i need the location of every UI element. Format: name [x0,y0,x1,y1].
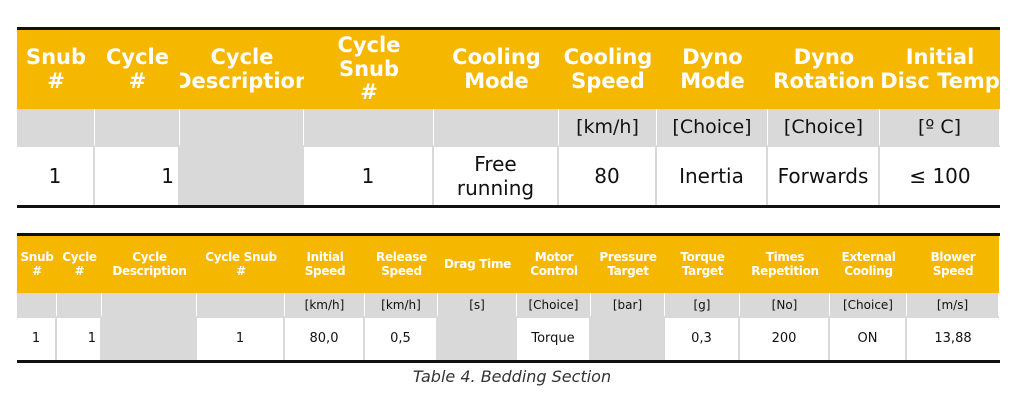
value-motor-control: Torque [517,316,591,360]
header-release-speed: Release Speed [365,236,438,293]
header-snub: Snub # [17,236,57,293]
value-cycle-description [180,145,304,205]
value-times-repetition: 200 [740,316,830,360]
header-initial-speed: Initial Speed [285,236,365,293]
header-external-cooling: External Cooling [830,236,907,293]
value-cooling-speed: 80 [559,145,657,205]
unit-cycle-description [180,109,304,145]
unit-pressure-target: [bar] [591,293,665,316]
unit-times-repetition: [No] [740,293,830,316]
unit-cycle-snub [304,109,434,145]
header-times-repetition: Times Repetition [740,236,830,293]
unit-dyno-rotation: [Choice] [768,109,880,145]
value-release-speed: 0,5 [365,316,438,360]
header-cycle-snub: Cycle Snub # [197,236,285,293]
value-cooling-mode: Free running [434,145,559,205]
header-cooling-mode: Cooling Mode [434,30,559,109]
value-cycle: 1 [57,316,102,360]
unit-cycle-description [102,293,197,316]
header-snub: Snub # [17,30,95,109]
header-dyno-rotation: Dyno Rotation [768,30,880,109]
table-caption: Table 4. Bedding Section [412,367,612,386]
value-snub: 1 [17,316,57,360]
header-cycle: Cycle # [57,236,102,293]
unit-cooling-mode [434,109,559,145]
value-initial-speed: 80,0 [285,316,365,360]
value-torque-target: 0,3 [665,316,740,360]
header-initial-disc-temp: Initial Disc Temp [880,30,1000,109]
header-torque-target: Torque Target [665,236,740,293]
unit-cycle [57,293,102,316]
value-cycle-snub: 1 [197,316,285,360]
header-cycle: Cycle # [95,30,180,109]
value-initial-disc-temp: ≤ 100 [880,145,1000,205]
header-cycle-description: Cycle Description [180,30,304,109]
bedding-parameters-table: Snub # Cycle # Cycle Description Cycle Snub… [17,233,1000,363]
value-blower-speed: 13,88 [907,316,999,360]
unit-release-speed: [km/h] [365,293,438,316]
header-cycle-description: Cycle Description [102,236,197,293]
value-dyno-rotation: Forwards [768,145,880,205]
header-cycle-snub: Cycle Snub # [304,30,434,109]
unit-initial-speed: [km/h] [285,293,365,316]
header-cooling-speed: Cooling Speed [559,30,657,109]
unit-motor-control: [Choice] [517,293,591,316]
unit-snub [17,293,57,316]
value-dyno-mode: Inertia [657,145,768,205]
value-cycle-description [102,316,197,360]
header-blower-speed: Blower Speed [907,236,999,293]
unit-torque-target: [g] [665,293,740,316]
unit-cycle [95,109,180,145]
unit-dyno-mode: [Choice] [657,109,768,145]
value-cycle-snub: 1 [304,145,434,205]
header-motor-control: Motor Control [517,236,591,293]
unit-blower-speed: [m/s] [907,293,999,316]
header-dyno-mode: Dyno Mode [657,30,768,109]
unit-external-cooling: [Choice] [830,293,907,316]
unit-cooling-speed: [km/h] [559,109,657,145]
unit-cycle-snub [197,293,285,316]
unit-drag-time: [s] [438,293,517,316]
value-snub: 1 [17,145,95,205]
value-external-cooling: ON [830,316,907,360]
value-pressure-target [591,316,665,360]
unit-snub [17,109,95,145]
cooling-settings-table: Snub # Cycle # Cycle Description Cycle Snub… [17,27,1000,208]
header-drag-time: Drag Time [438,236,517,293]
value-drag-time [438,316,517,360]
header-pressure-target: Pressure Target [591,236,665,293]
unit-initial-disc-temp: [º C] [880,109,1000,145]
value-cycle: 1 [95,145,180,205]
